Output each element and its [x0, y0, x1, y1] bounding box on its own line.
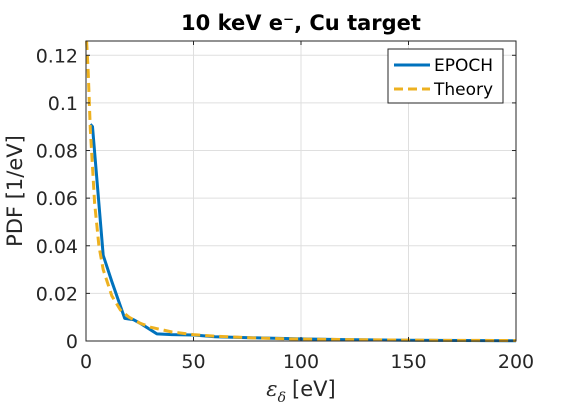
ticks: [85, 41, 517, 342]
y-tick-label: 0.1: [48, 93, 78, 115]
y-tick-label: 0.08: [36, 141, 78, 163]
y-tick-label: 0.04: [36, 236, 78, 258]
y-tick-label: 0.06: [36, 188, 78, 210]
x-tick-label: 150: [390, 351, 426, 373]
x-axis-symbol: ε: [266, 377, 277, 401]
y-tick-label: 0.12: [36, 45, 78, 67]
y-axis-label: PDF [1/eV]: [3, 135, 27, 247]
legend-box: [387, 48, 504, 104]
legend-label-theory: Theory: [433, 80, 493, 100]
x-tick-label: 100: [283, 351, 319, 373]
x-tick-label: 50: [181, 351, 205, 373]
x-axis-label-group: εδ [eV]: [266, 377, 335, 406]
y-tick-label: 0: [66, 331, 78, 353]
x-tick-label: 200: [498, 351, 534, 373]
x-axis-label: [eV]: [292, 377, 336, 401]
series-layer: [85, 40, 517, 343]
legend-label-epoch: EPOCH: [434, 56, 493, 76]
x-axis-subscript: δ: [278, 390, 286, 406]
legend: EPOCH Theory: [387, 48, 504, 104]
chart-title: 10 keV e⁻, Cu target: [181, 11, 421, 35]
y-tick-label: 0.02: [36, 283, 78, 305]
x-tick-label: 0: [80, 351, 92, 373]
series-line-theory: [85, 40, 517, 342]
tick-labels: 0 50 100 150 200 0 0.02 0.04 0.06 0.08 0.1 0.12: [36, 45, 534, 373]
